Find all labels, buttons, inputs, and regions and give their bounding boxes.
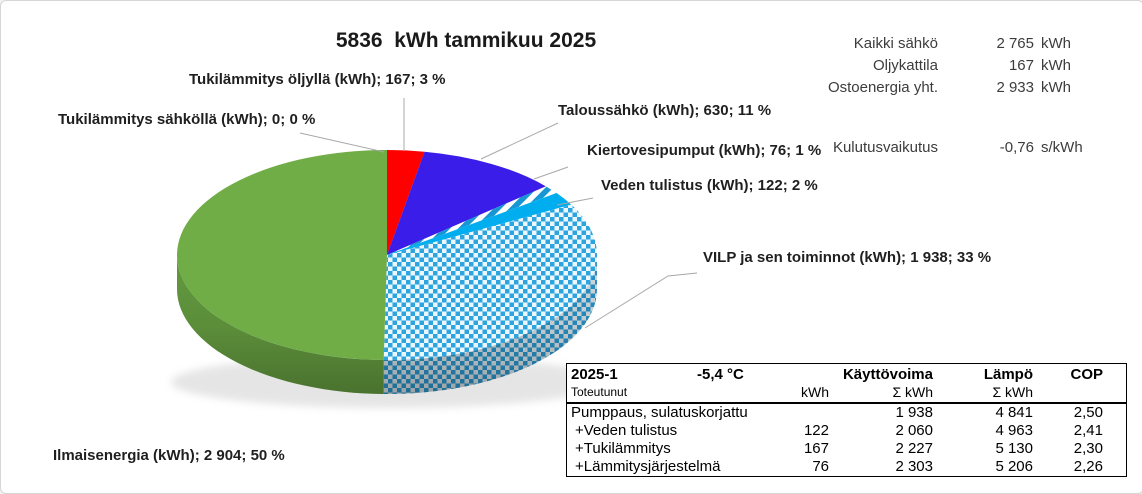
leader-lines [299,98,698,329]
row-sum-heat: 4 841 [995,404,1033,421]
pie-slice-veden-tulistus [387,193,572,255]
summary-label: Oljykattila [872,57,938,74]
leader-vilp [584,272,698,329]
leader-veden-tulistus [556,197,594,206]
callout-kiertovesipumput: Kiertovesipumput (kWh); 76; 1 % [587,142,822,159]
table-row: Pumppaus, sulatuskorjattu 1 938 4 841 2,… [567,404,1126,422]
summary-unit: s/kWh [1041,139,1083,156]
summary-value: 2 765 [996,35,1034,52]
table-period: 2025-1 [571,366,618,383]
summary-row-kulutusvaikutus: Kulutusvaikutus -0,76 s/kWh [781,137,1093,159]
subheader-sum-kwh: Σ kWh [892,384,933,400]
pie-slice-kiertovesipumput [387,186,557,255]
callout-taloussahko: Taloussähkö (kWh); 630; 11 % [558,102,772,119]
summary-value: -0,76 [999,139,1034,156]
summary-label: Kulutusvaikutus [832,139,938,156]
leader-taloussahko [480,122,559,160]
callout-veden-tulistus: Veden tulistus (kWh); 122; 2 % [601,177,818,194]
row-cop: 2,26 [1073,458,1103,475]
table-temperature: -5,4 °C [697,366,744,383]
row-label: Pumppaus, sulatuskorjattu [571,404,748,421]
row-label: +Veden tulistus [575,422,678,439]
summary-row-oljykattila: Oljykattila 167 kWh [781,55,1093,77]
summary-unit: kWh [1041,79,1071,96]
subheader-kwh: kWh [801,384,829,400]
row-sum-heat: 4 963 [995,422,1033,439]
row-kwh: 167 [803,440,829,457]
row-cop: 2,50 [1073,404,1103,421]
summary-row-ostoenergia: Ostoenergia yht. 2 933 kWh [781,77,1093,99]
summary-value: 2 933 [996,79,1034,96]
callout-tukilammitys-oljylla: Tukilämmitys öljyllä (kWh); 167; 3 % [189,71,446,88]
row-sum-power: 1 938 [895,404,933,421]
table-subheader-row: Toteutunut kWh Σ kWh Σ kWh [567,385,1126,404]
callout-tukilammitys-sahkolla: Tukilämmitys sähköllä (kWh); 0; 0 % [58,111,316,128]
table-row: +Veden tulistus 122 2 060 4 963 2,41 [567,422,1126,440]
col-lampo: Lämpö [983,366,1033,383]
row-kwh: 76 [812,458,829,475]
pie-slice-ilmaisenergia [176,150,387,360]
pie-slices [176,150,597,395]
leader-kiertovesipumput [533,166,569,180]
row-sum-power: 2 227 [895,440,933,457]
cop-table: 2025-1 -5,4 °C Käyttövoima Lämpö COP Tot… [566,363,1127,477]
col-kayttovoima: Käyttövoima [842,366,933,383]
summary-unit: kWh [1041,35,1071,52]
summary-label: Kaikki sähkö [853,35,938,52]
summary-value: 167 [1008,57,1034,74]
row-sum-power: 2 060 [895,422,933,439]
leader-tukilammitys-sahkolla [299,132,385,153]
callout-vilp: VILP ja sen toiminnot (kWh); 1 938; 33 % [703,249,992,266]
chart-title: 5836 kWh tammikuu 2025 [335,29,597,52]
summary-row-kaikki-sahko: Kaikki sähkö 2 765 kWh [781,33,1093,55]
row-cop: 2,41 [1073,422,1103,439]
row-label: +Lämmitysjärjestelmä [575,458,721,475]
pie-slice-taloussahko [387,151,546,255]
row-sum-heat: 5 130 [995,440,1033,457]
callout-ilmaisenergia: Ilmaisenergia (kWh); 2 904; 50 % [53,447,285,464]
subheader-sum-kwh: Σ kWh [992,384,1033,400]
summary-panel: Kaikki sähkö 2 765 kWh Oljykattila 167 k… [781,33,1093,159]
row-label: +Tukilämmitys [575,440,671,457]
row-sum-power: 2 303 [895,458,933,475]
table-header-row: 2025-1 -5,4 °C Käyttövoima Lämpö COP [567,364,1126,385]
row-cop: 2,30 [1073,440,1103,457]
pie-slice-tukilammitys-oljylla [387,150,425,255]
pie-slice-vilp [383,204,597,360]
summary-label: Ostoenergia yht. [827,79,938,96]
col-cop: COP [1070,366,1103,383]
subheader-label: Toteutunut [571,385,628,399]
summary-unit: kWh [1041,57,1071,74]
row-sum-heat: 5 206 [995,458,1033,475]
table-row: +Lämmitysjärjestelmä 76 2 303 5 206 2,26 [567,458,1126,476]
table-row: +Tukilämmitys 167 2 227 5 130 2,30 [567,440,1126,458]
row-kwh: 122 [803,422,829,439]
